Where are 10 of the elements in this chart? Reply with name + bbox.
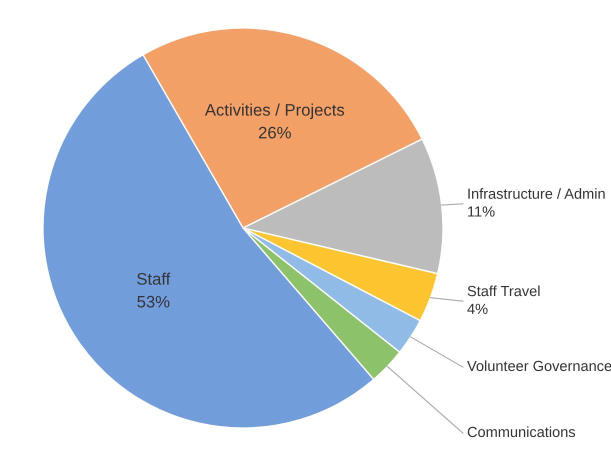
slice-label: Infrastructure / Admin — [468, 188, 605, 199]
slice-label: Activities / Projects — [204, 104, 344, 120]
slice-label: Staff — [137, 272, 170, 285]
data-label: 53% — [137, 296, 170, 308]
slice-label: Volunteer Governance — [467, 360, 611, 372]
slice-label: Staff Travel — [468, 285, 540, 296]
data-label: 26% — [258, 126, 291, 139]
data-label: 4% — [467, 304, 488, 314]
slice-label: Communications — [468, 426, 576, 438]
data-label: 11% — [468, 206, 495, 217]
